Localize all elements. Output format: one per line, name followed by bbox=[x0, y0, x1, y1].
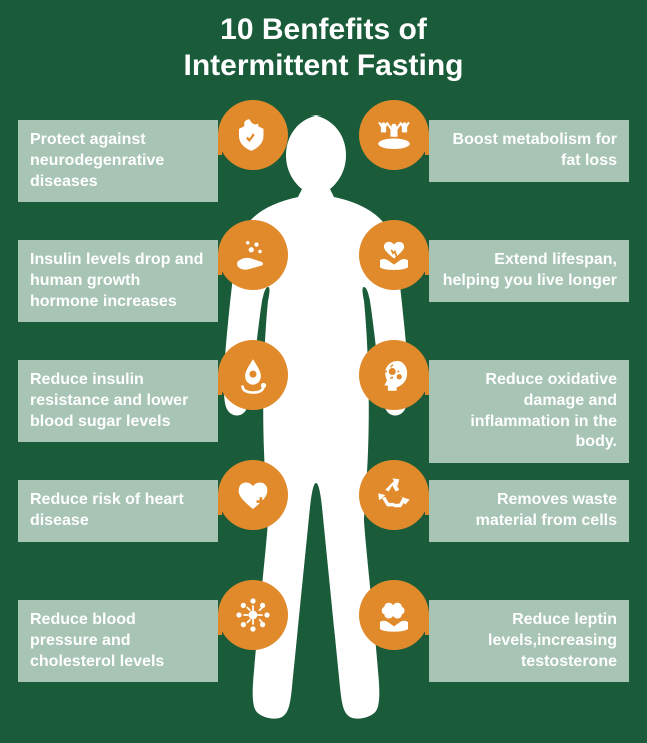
benefit-box-right-3: Reduce oxidative damage and inflammation… bbox=[429, 360, 629, 463]
hand-pills-icon bbox=[218, 220, 288, 290]
hands-heart-icon bbox=[359, 220, 429, 290]
network-icon bbox=[218, 580, 288, 650]
benefit-text: Removes waste material from cells bbox=[476, 491, 617, 529]
benefit-box-left-3: Reduce insulin resistance and lower bloo… bbox=[18, 360, 218, 442]
benefit-text: Boost metabolism for fat loss bbox=[453, 131, 617, 169]
benefit-text: Reduce blood pressure and cholesterol le… bbox=[30, 611, 164, 670]
benefit-box-left-2: Insulin levels drop and human growth hor… bbox=[18, 240, 218, 322]
benefit-text: Extend lifespan, helping you live longer bbox=[443, 251, 617, 289]
title-line-1: 10 Benfefits of bbox=[220, 13, 427, 46]
blood-drop-icon bbox=[218, 340, 288, 410]
benefit-box-right-4: Removes waste material from cells bbox=[429, 480, 629, 542]
benefit-box-right-2: Extend lifespan, helping you live longer bbox=[429, 240, 629, 302]
benefit-text: Reduce risk of heart disease bbox=[30, 491, 184, 529]
title-line-2: Intermittent Fasting bbox=[183, 49, 463, 82]
benefit-box-right-1: Boost metabolism for fat loss bbox=[429, 120, 629, 182]
benefit-text: Reduce leptin levels,increasing testoste… bbox=[488, 611, 617, 670]
recycle-icon bbox=[359, 460, 429, 530]
benefit-box-left-4: Reduce risk of heart disease bbox=[18, 480, 218, 542]
benefit-text: Protect against neurodegenrative disease… bbox=[30, 131, 164, 190]
benefit-box-left-5: Reduce blood pressure and cholesterol le… bbox=[18, 600, 218, 682]
infographic-title: 10 Benfefits of Intermittent Fasting bbox=[0, 0, 647, 84]
benefit-text: Reduce insulin resistance and lower bloo… bbox=[30, 371, 188, 430]
benefit-box-left-1: Protect against neurodegenrative disease… bbox=[18, 120, 218, 202]
benefit-box-right-5: Reduce leptin levels,increasing testoste… bbox=[429, 600, 629, 682]
hands-brain-icon bbox=[359, 580, 429, 650]
heart-plus-icon bbox=[218, 460, 288, 530]
people-lift-icon bbox=[359, 100, 429, 170]
benefit-text: Insulin levels drop and human growth hor… bbox=[30, 251, 203, 310]
benefit-text: Reduce oxidative damage and inflammation… bbox=[470, 371, 617, 450]
shield-icon bbox=[218, 100, 288, 170]
head-gears-icon bbox=[359, 340, 429, 410]
